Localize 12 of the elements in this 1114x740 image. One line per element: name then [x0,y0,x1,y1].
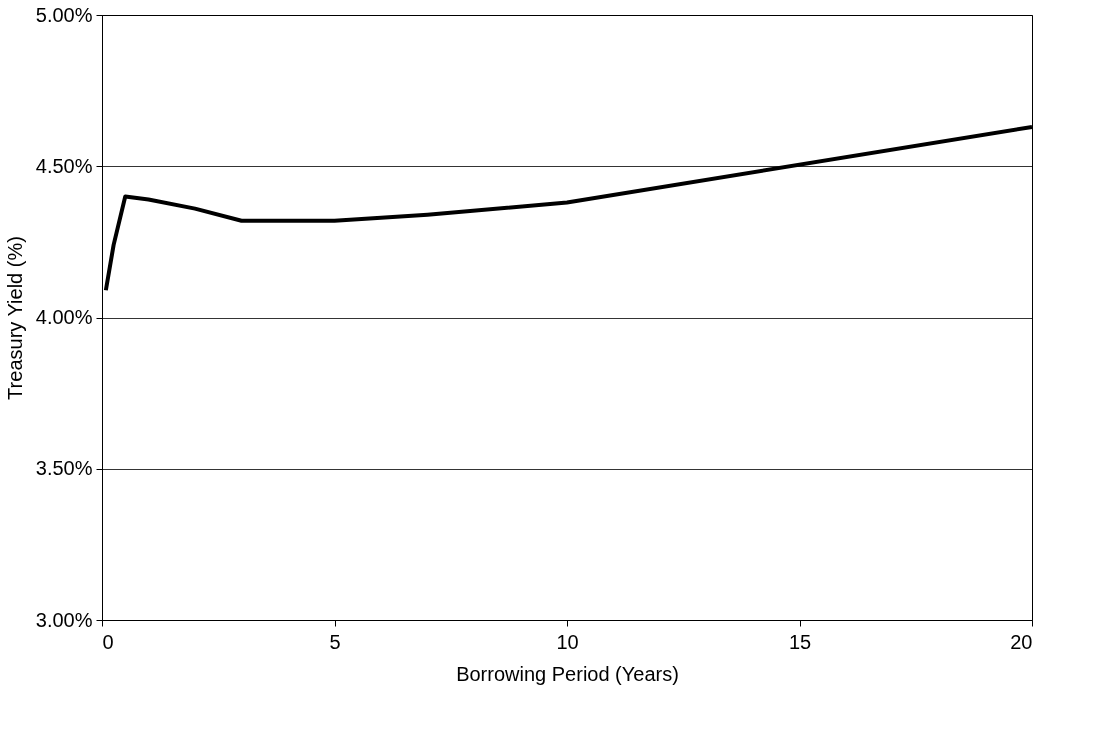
x-tick-label: 0 [102,630,114,653]
y-tick-label: 5.00% [35,3,93,26]
x-tick-label: 20 [1010,630,1033,653]
y-tick-label: 4.00% [35,306,93,328]
y-axis-title: Treasury Yield (%) [3,236,26,400]
y-tick-label: 3.00% [35,608,93,631]
x-tick-label: 15 [788,630,812,653]
x-tick-label: 5 [329,630,341,653]
x-tick-label: 10 [556,630,579,653]
y-tick-label: 3.50% [35,457,93,480]
x-axis-title: Borrowing Period (Years) [456,662,679,685]
y-tick-label: 4.50% [35,154,93,177]
